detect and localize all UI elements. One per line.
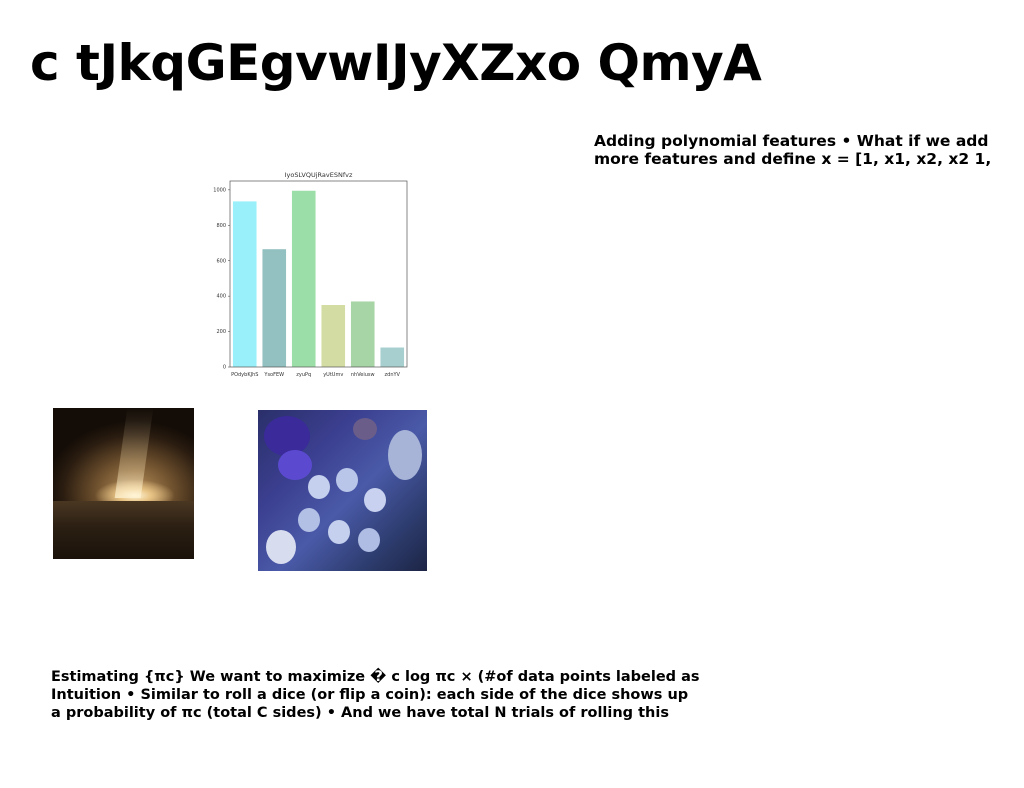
x-tick-label: yUtUmv [323, 372, 343, 378]
slide-title: c tJkqGEgvwIJyXZxo QmyA [30, 34, 762, 92]
bar-zdnYV [380, 347, 405, 367]
bottom-text-block: Estimating {πc} We want to maximize � c … [51, 668, 711, 722]
x-tick-label: nhVeiusw [351, 372, 375, 378]
bar-YsoFEW [262, 249, 287, 367]
y-tick-label: 400 [216, 294, 226, 300]
bottom-text-line: Intuition • Similar to roll a dice (or f… [51, 687, 689, 703]
x-tick-label: zyuPq [296, 372, 311, 378]
y-tick-label: 600 [216, 258, 226, 264]
bar-POdybKJhS [232, 201, 257, 367]
y-tick-label: 800 [216, 223, 226, 229]
plot-frame [229, 180, 408, 368]
bar-chart-svg: IyoSLVQUjRavESNfvz POdybKJhS YsoFEW zyuPq yU… [213, 171, 408, 378]
side-text-line: more features and define x = [1, x1, x2,… [594, 150, 992, 168]
y-tick-label: 200 [216, 329, 226, 335]
blue-cookies-photo [258, 410, 427, 571]
bottom-text-line: a probability of πc (total C sides) • An… [51, 705, 669, 721]
bar-zyuPq [291, 190, 316, 367]
y-tick-label: 1000 [213, 187, 226, 193]
bar-chart: IyoSLVQUjRavESNfvz POdybKJhS YsoFEW zyuPq yU… [205, 165, 415, 383]
x-tick-label: YsoFEW [263, 372, 284, 378]
side-text-line: Adding polynomial features • What if we … [594, 132, 989, 150]
night-sky-photo [53, 408, 194, 559]
y-tick-label: 0 [223, 365, 226, 371]
side-text-block: Adding polynomial features • What if we … [594, 132, 1014, 168]
bar-nhVeiusw [350, 301, 375, 367]
x-tick-label: POdybKJhS [231, 372, 258, 378]
bottom-text-line: Estimating {πc} We want to maximize � c … [51, 669, 700, 685]
bar-yUtUmv [321, 305, 346, 367]
x-tick-label: zdnYV [385, 372, 401, 378]
chart-title: IyoSLVQUjRavESNfvz [285, 171, 353, 179]
